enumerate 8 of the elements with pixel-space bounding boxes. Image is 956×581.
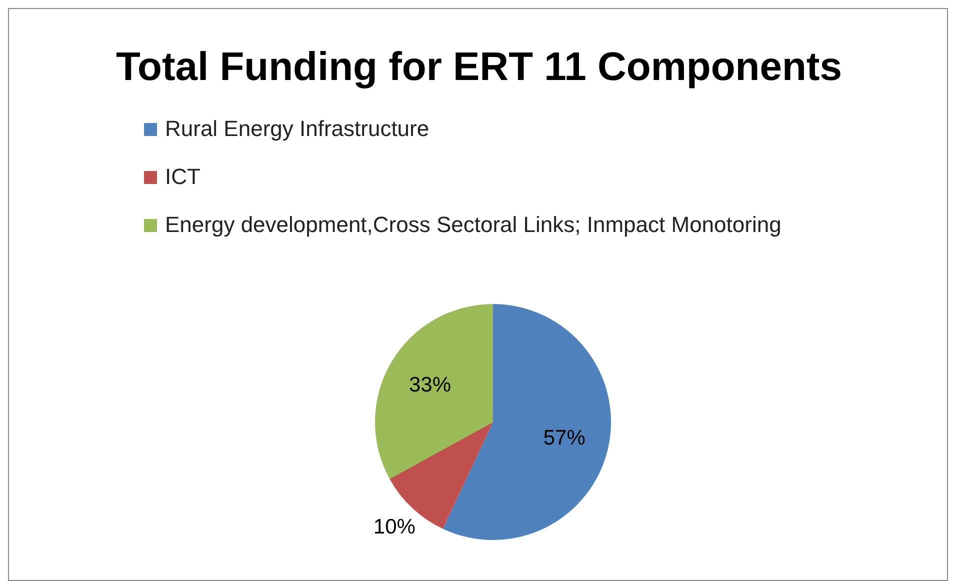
legend-label: ICT	[165, 164, 200, 190]
legend-label: Rural Energy Infrastructure	[165, 116, 430, 142]
data-label: 33%	[409, 373, 452, 396]
chart-title: Total Funding for ERT 11 Components	[115, 45, 843, 90]
legend-label: Energy development,Cross Sectoral Links; Inmpact Monotoring	[165, 212, 782, 238]
data-label: 57%	[543, 426, 586, 450]
data-label: 10%	[373, 515, 416, 538]
pie-slice	[375, 304, 493, 479]
